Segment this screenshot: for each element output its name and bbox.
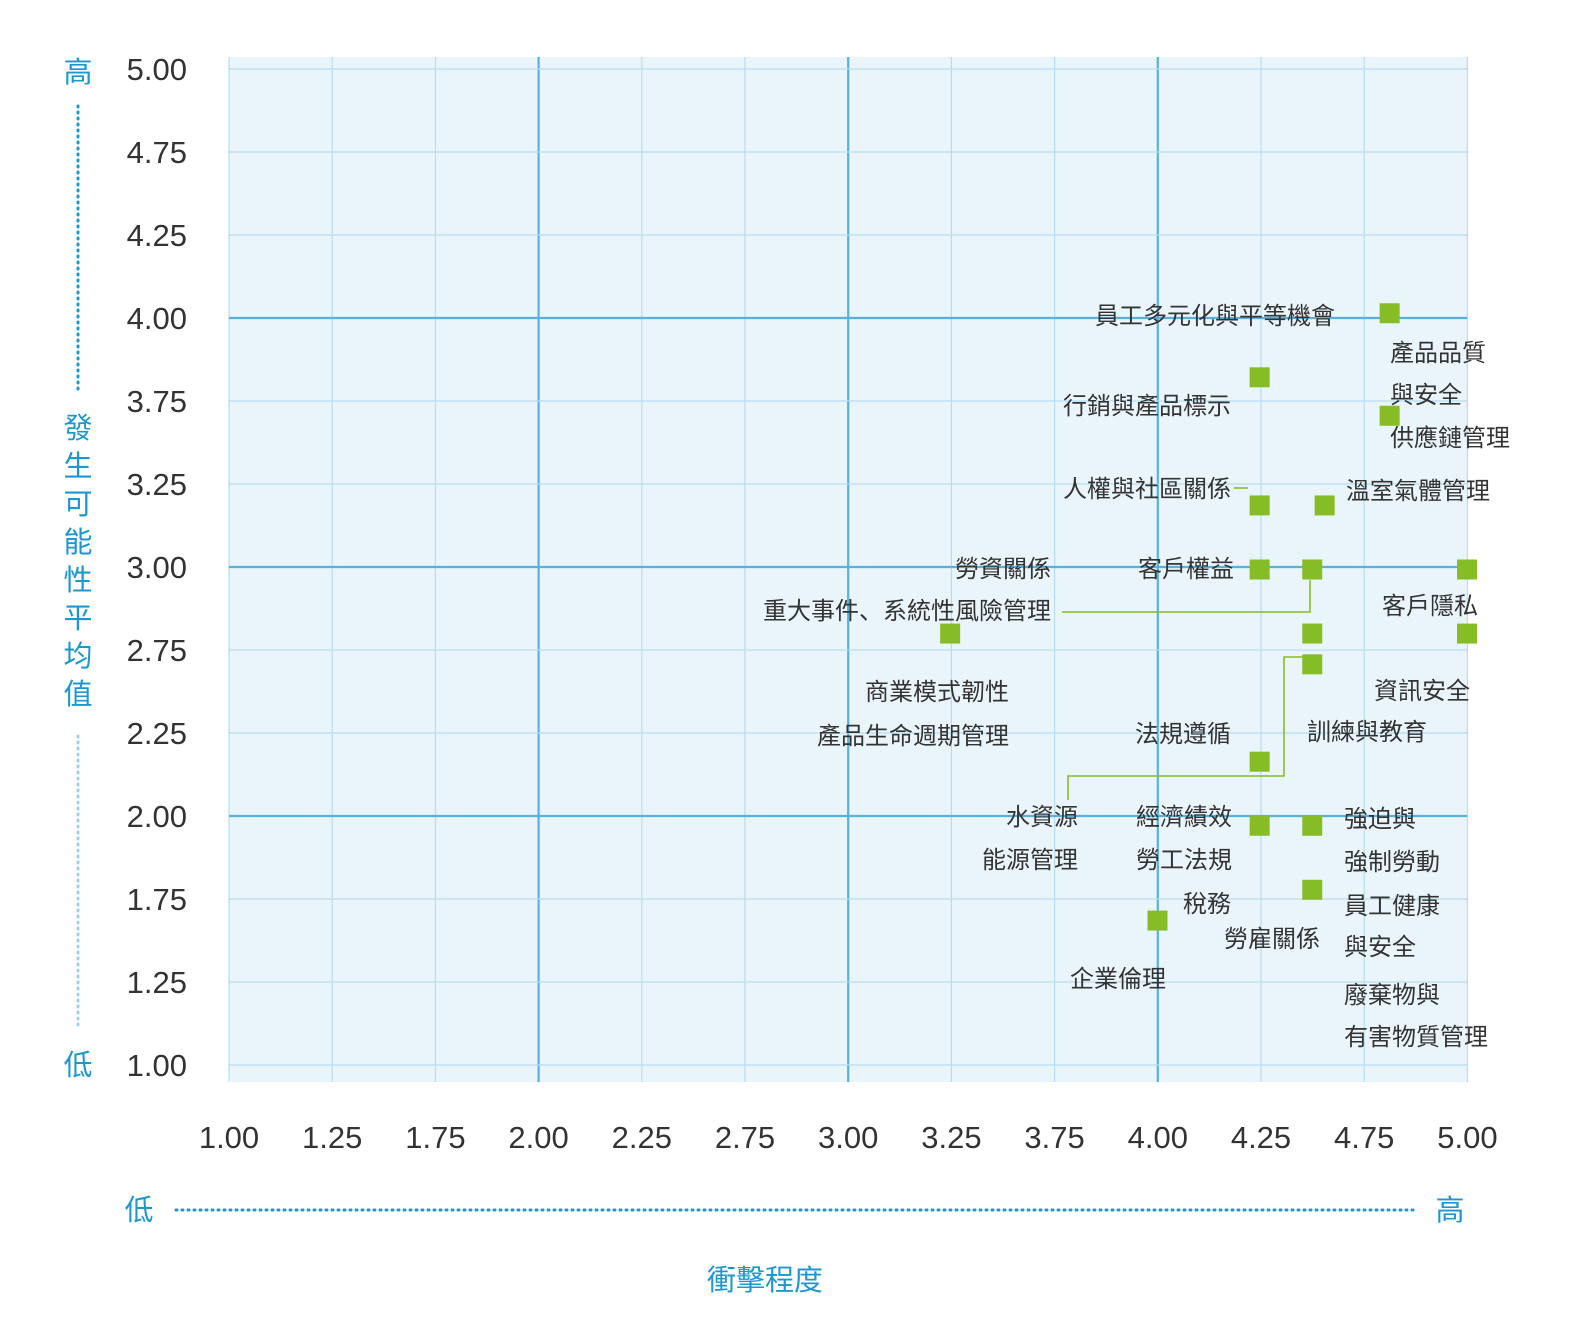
point-label: 員工健康 (1344, 892, 1440, 920)
point-label: 廢棄物與 (1344, 981, 1440, 1009)
point-label: 重大事件、系統性風險管理 (763, 597, 1051, 625)
data-point (1147, 910, 1168, 931)
point-label: 強迫與 (1344, 805, 1416, 833)
x-tick-labels: 1.00 1.25 1.75 2.00 2.25 2.75 3.00 3.25 3.75 4.00… (199, 1120, 1498, 1155)
x-tick-label: 1.25 (302, 1120, 362, 1155)
point-label: 訓練與教育 (1307, 718, 1427, 746)
data-point (1249, 367, 1270, 388)
data-point (1302, 559, 1323, 580)
point-label: 稅務 (1183, 890, 1231, 918)
y-axis-title: 發生可能性平均值 (63, 411, 92, 711)
point-label: 勞雇關係 (1224, 925, 1320, 953)
data-point (1457, 559, 1477, 580)
y-tick-label: 1.25 (127, 965, 187, 1000)
y-tick-label: 3.75 (127, 384, 187, 419)
x-axis-title: 衝擊程度 (707, 1263, 823, 1297)
x-tick-label: 1.00 (199, 1120, 259, 1155)
point-label: 商業模式韌性 (865, 678, 1009, 706)
data-point (1302, 654, 1323, 675)
x-tick-label: 3.00 (818, 1120, 878, 1155)
point-label: 與安全 (1344, 933, 1416, 961)
point-label: 產品生命週期管理 (817, 722, 1009, 750)
data-point (1379, 405, 1400, 426)
point-label: 資訊安全 (1374, 677, 1470, 705)
x-tick-label: 2.25 (612, 1120, 672, 1155)
x-tick-label: 3.75 (1024, 1120, 1084, 1155)
x-tick-label: 4.25 (1231, 1120, 1291, 1155)
x-axis-low-label: 低 (124, 1193, 153, 1227)
data-point (1302, 879, 1323, 900)
x-tick-label: 4.00 (1128, 1120, 1188, 1155)
point-label: 企業倫理 (1070, 965, 1166, 993)
point-label: 能源管理 (982, 846, 1078, 874)
x-tick-label: 3.25 (921, 1120, 981, 1155)
x-tick-label: 5.00 (1437, 1120, 1497, 1155)
point-label: 供應鏈管理 (1390, 424, 1510, 452)
data-point (1314, 495, 1335, 516)
leader-line (1067, 656, 1305, 800)
leader-line (1062, 580, 1311, 613)
point-label: 員工多元化與平等機會 (1095, 302, 1335, 330)
point-label: 勞資關係 (955, 555, 1051, 583)
point-label: 產品品質 (1390, 339, 1486, 367)
x-tick-label: 2.00 (508, 1120, 568, 1155)
x-tick-label: 2.75 (715, 1120, 775, 1155)
data-point (1457, 623, 1477, 644)
data-point (1249, 751, 1270, 772)
point-label: 強制勞動 (1344, 848, 1440, 876)
point-label: 勞工法規 (1136, 846, 1232, 874)
y-tick-label: 2.00 (127, 799, 187, 834)
y-tick-label: 4.00 (127, 301, 187, 336)
data-point (1302, 623, 1323, 644)
point-label: 溫室氣體管理 (1346, 477, 1490, 505)
point-label: 法規遵循 (1135, 720, 1231, 748)
x-tick-label: 1.75 (405, 1120, 465, 1155)
y-axis-low-label: 低 (63, 1048, 92, 1082)
point-label: 經濟績效 (1136, 803, 1232, 831)
y-tick-label: 2.75 (127, 633, 187, 668)
x-axis-high-label: 高 (1435, 1193, 1464, 1227)
label-connectors (1062, 487, 1311, 800)
point-label: 人權與社區關係 (1063, 475, 1231, 503)
point-label: 與安全 (1390, 381, 1462, 409)
data-point (1249, 559, 1270, 580)
y-axis-high-label: 高 (63, 55, 92, 89)
data-points (940, 303, 1477, 931)
y-tick-label: 4.75 (127, 135, 187, 170)
data-point (940, 623, 961, 644)
y-tick-label: 3.00 (127, 550, 187, 585)
y-tick-label: 2.25 (127, 716, 187, 751)
y-tick-label: 3.25 (127, 467, 187, 502)
y-tick-label: 1.75 (127, 882, 187, 917)
y-tick-label: 4.25 (127, 218, 187, 253)
point-label: 有害物質管理 (1344, 1023, 1488, 1051)
point-label: 客戶權益 (1138, 555, 1234, 583)
point-label: 水資源 (1006, 803, 1078, 831)
data-point (1249, 495, 1270, 516)
point-label: 客戶隱私 (1382, 592, 1478, 620)
y-tick-label: 1.00 (127, 1048, 187, 1083)
y-tick-labels: 1.00 1.25 1.75 2.00 2.25 2.75 3.00 3.25 3.75 4.00… (127, 52, 187, 1083)
point-label: 行銷與產品標示 (1063, 392, 1231, 420)
data-point (1302, 815, 1323, 836)
x-tick-label: 4.75 (1334, 1120, 1394, 1155)
y-tick-label: 5.00 (127, 52, 187, 87)
data-point (1249, 815, 1270, 836)
data-point (1379, 303, 1400, 324)
